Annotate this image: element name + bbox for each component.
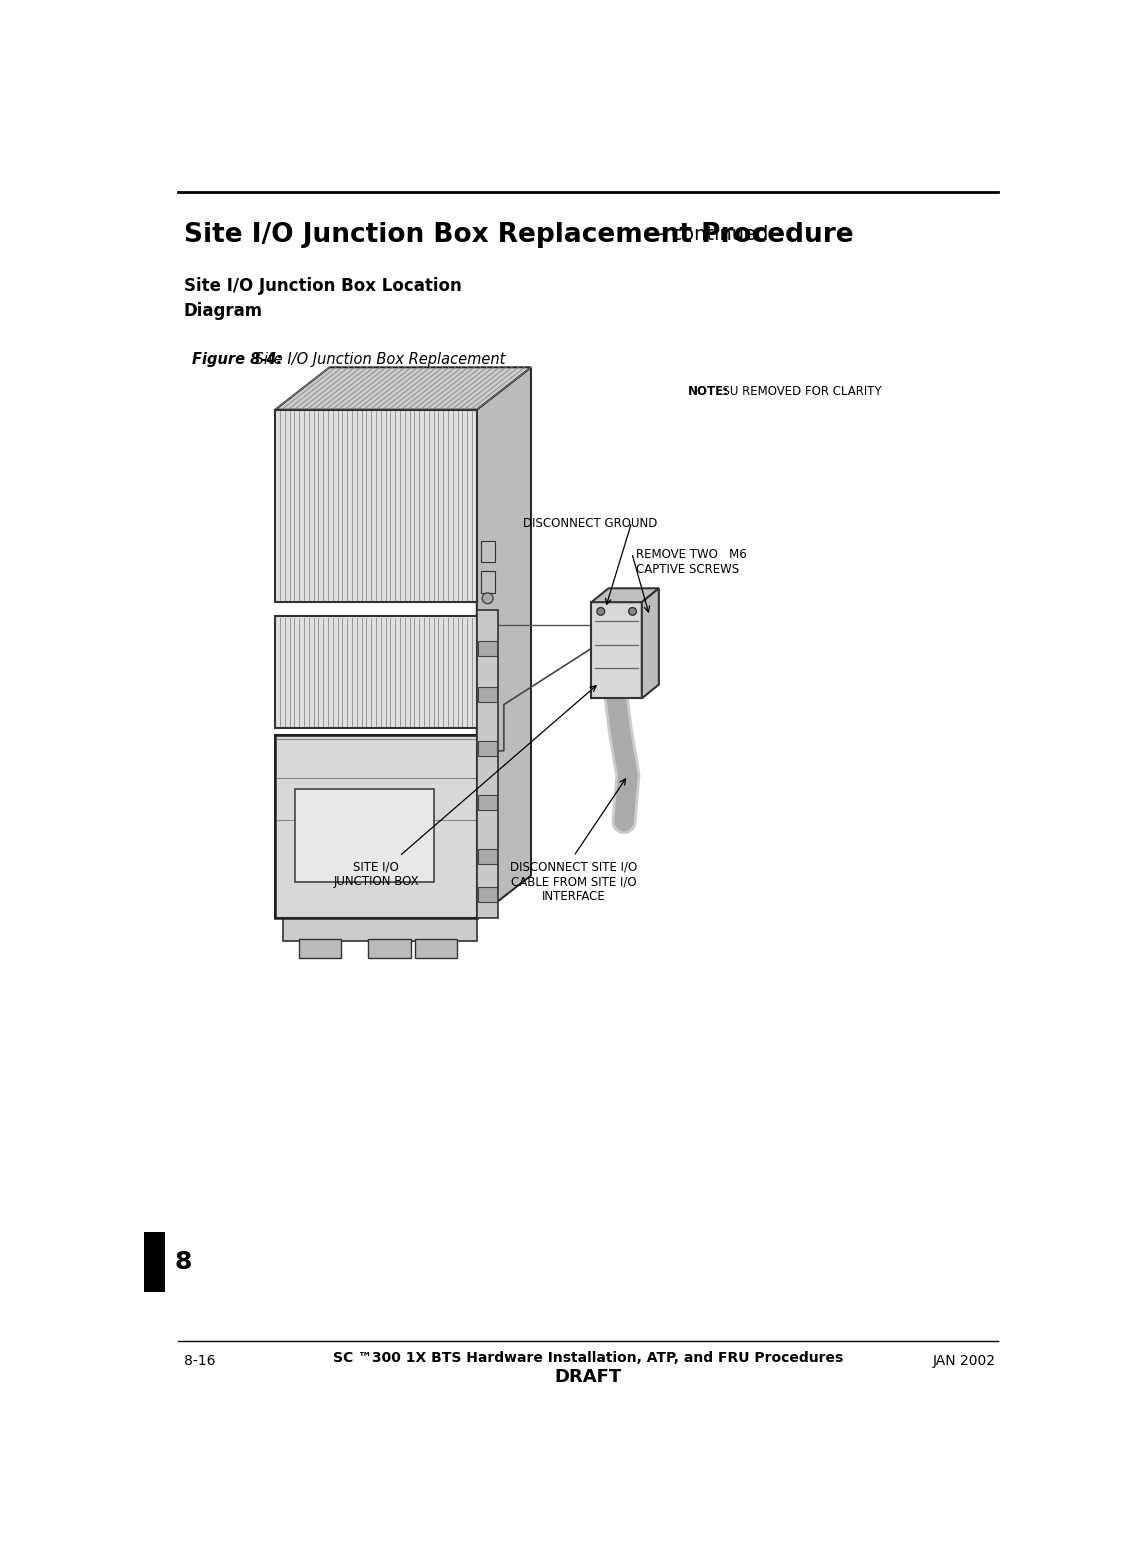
Polygon shape [298,940,341,958]
Circle shape [482,593,492,604]
Text: DISCONNECT SITE I/O
CABLE FROM SITE I/O
INTERFACE: DISCONNECT SITE I/O CABLE FROM SITE I/O … [510,860,637,904]
Polygon shape [276,368,532,410]
Polygon shape [479,686,497,702]
Polygon shape [276,410,476,603]
Polygon shape [479,848,497,863]
Text: JAN 2002: JAN 2002 [933,1354,996,1368]
Polygon shape [479,741,497,756]
Circle shape [597,607,605,615]
Text: 8: 8 [174,1250,192,1273]
Text: DRAFT: DRAFT [554,1368,622,1385]
Bar [144,1232,165,1292]
Text: – continued: – continued [649,225,768,244]
Polygon shape [476,610,498,918]
Polygon shape [479,795,497,811]
Polygon shape [591,603,642,699]
Polygon shape [476,368,532,918]
Text: SC ™300 1X BTS Hardware Installation, ATP, and FRU Procedures: SC ™300 1X BTS Hardware Installation, AT… [333,1351,844,1365]
Text: 8-16: 8-16 [184,1354,216,1368]
Text: SITE I/O
JUNCTION BOX: SITE I/O JUNCTION BOX [333,860,419,888]
Polygon shape [414,940,457,958]
Polygon shape [479,887,497,902]
Polygon shape [479,641,497,655]
Polygon shape [481,540,495,562]
Text: Site I/O Junction Box Replacement Procedure: Site I/O Junction Box Replacement Proced… [184,222,853,248]
Text: Site I/O Junction Box Location
Diagram: Site I/O Junction Box Location Diagram [184,278,461,320]
Text: REMOVE TWO   M6
CAPTIVE SCREWS: REMOVE TWO M6 CAPTIVE SCREWS [636,548,746,576]
Polygon shape [591,589,659,603]
Polygon shape [276,617,476,728]
Polygon shape [295,789,434,882]
Circle shape [629,607,636,615]
Text: Site I/O Junction Box Replacement: Site I/O Junction Box Replacement [249,353,505,367]
Text: NOTE:: NOTE: [689,385,729,398]
Polygon shape [276,736,476,918]
Text: Figure 8-4:: Figure 8-4: [192,353,282,367]
Polygon shape [369,940,411,958]
Polygon shape [642,589,659,699]
Text: SU REMOVED FOR CLARITY: SU REMOVED FOR CLARITY [715,385,882,398]
Polygon shape [284,918,476,941]
Text: DISCONNECT GROUND: DISCONNECT GROUND [523,517,658,531]
Polygon shape [481,572,495,593]
